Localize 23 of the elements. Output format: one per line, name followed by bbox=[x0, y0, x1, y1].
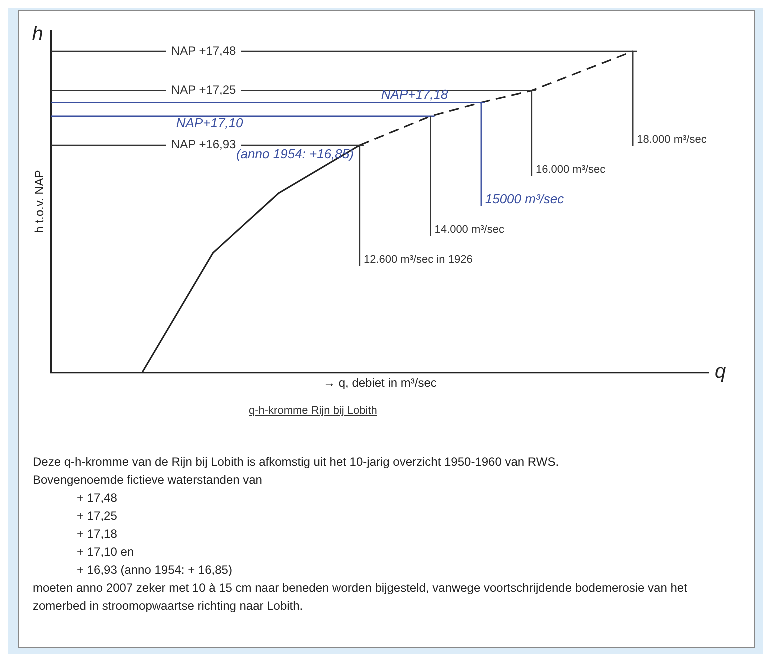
ref-line-label: 12.600 m³/sec in 1926 bbox=[364, 254, 473, 266]
y-tick-label: NAP +17,25 bbox=[171, 83, 237, 98]
text: + 16,93 (anno 1954: + 16,85) bbox=[76, 562, 234, 579]
x-axis-title: → q, debiet in m³/sec bbox=[324, 376, 437, 390]
ref-line-label: 15000 m³/sec bbox=[485, 192, 565, 207]
ref-line-label: 14.000 m³/sec bbox=[434, 224, 505, 236]
text: + 17,18 bbox=[76, 526, 118, 543]
ref-line-label: 18.000 m³/sec bbox=[637, 134, 708, 146]
y-tick-label: NAP +16,93 bbox=[171, 138, 237, 152]
ref-line-label: NAP+17,18 bbox=[381, 86, 450, 102]
text: + 17,10 en bbox=[76, 544, 136, 561]
text: q-h-kromme Rijn bij Lobith bbox=[249, 405, 378, 417]
ref-line-label: NAP+17,10 bbox=[176, 116, 244, 131]
ref-line-label: 16.000 m³/sec bbox=[536, 164, 606, 176]
text: Bovengenoemde fictieve waterstanden van bbox=[33, 472, 264, 489]
text: + 17,25 bbox=[76, 508, 118, 525]
text: h bbox=[32, 24, 44, 46]
text: moeten anno 2007 zeker met 10 à 15 cm naar beneden worden bijgesteld, vanwege voortschrijdende bodemerosie van het zomerbed in stroomopwaartse richting naar Lobith. bbox=[33, 580, 688, 615]
text: Deze q-h-kromme van de Rijn bij Lobith is afkomstig uit het 10-jarig overzicht 1950-1960 van RWS. bbox=[33, 454, 560, 471]
text: q bbox=[715, 361, 726, 384]
text: + 17,48 bbox=[76, 490, 118, 507]
y-axis-title: h t.o.v. NAP bbox=[32, 170, 47, 234]
y-tick-label: NAP +17,48 bbox=[171, 44, 237, 58]
